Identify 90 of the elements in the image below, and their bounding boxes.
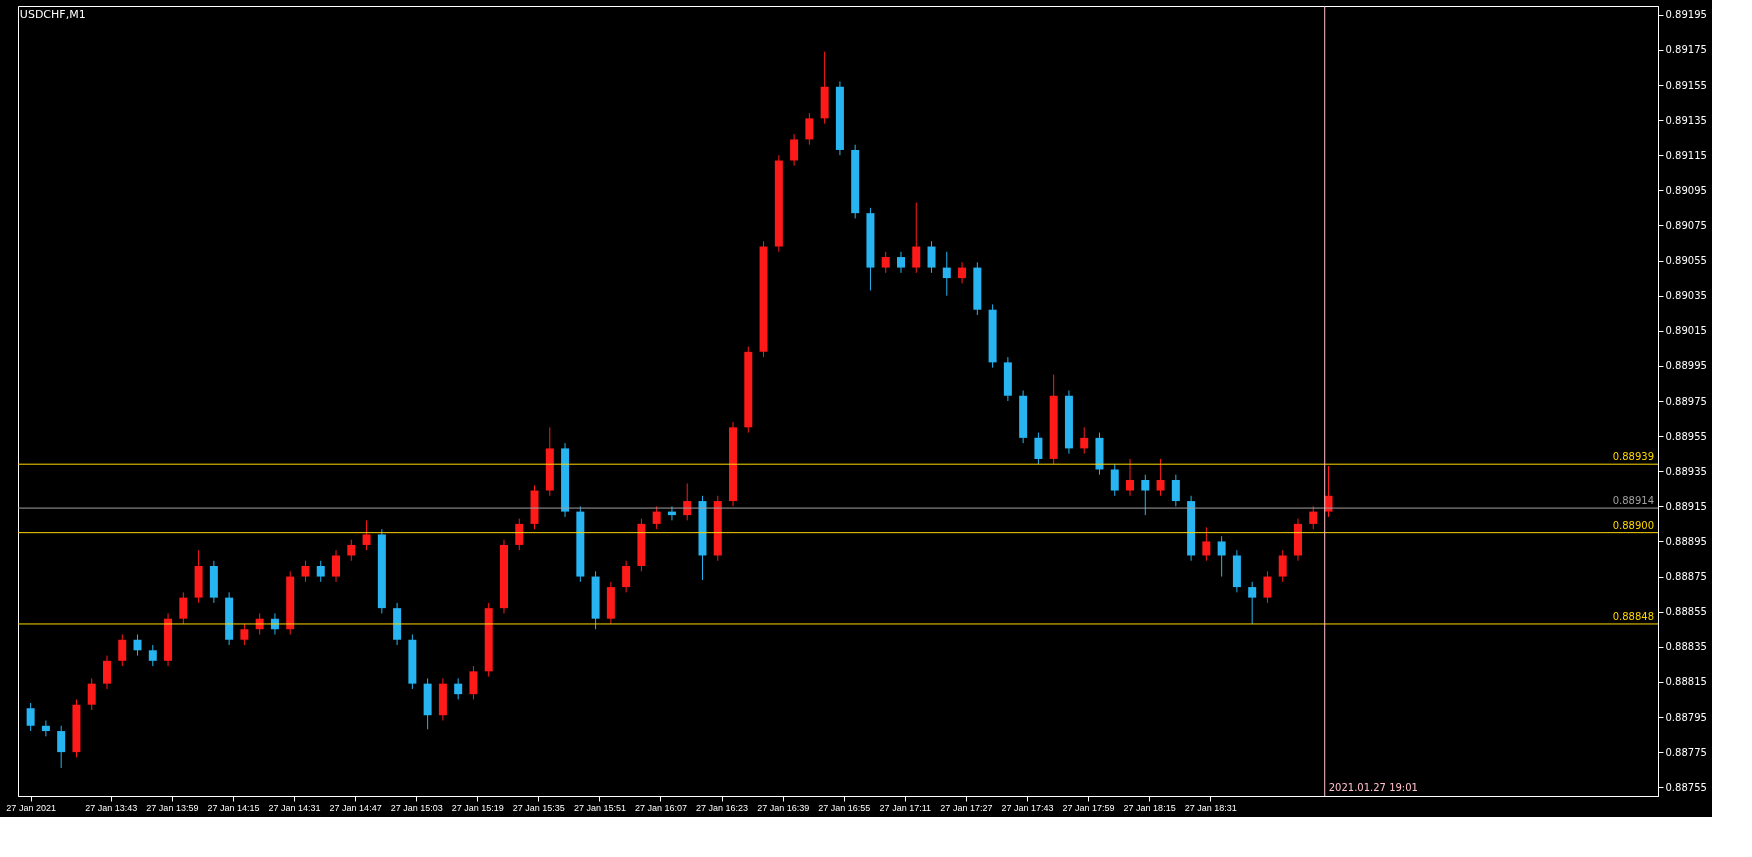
- x-tick-label: 27 Jan 14:47: [329, 802, 382, 813]
- y-tick-label: 0.88795: [1665, 711, 1707, 723]
- candlestick: [1202, 526, 1211, 562]
- y-tick-label: 0.88875: [1665, 571, 1707, 583]
- y-tick-label: 0.88775: [1665, 746, 1707, 758]
- candlestick: [1141, 474, 1150, 516]
- ref-line-label: 0.88848: [1612, 610, 1654, 622]
- x-tick-label: 27 Jan 16:07: [634, 802, 688, 813]
- x-tick-label: 27 Jan 17:43: [1001, 802, 1054, 813]
- x-tick-label: 27 Jan 14:15: [207, 802, 260, 813]
- candlestick: [1309, 505, 1318, 530]
- candlestick: [332, 549, 341, 583]
- ref-line-label: 0.88939: [1612, 451, 1654, 463]
- candlestick: [790, 133, 799, 167]
- candlestick: [1126, 458, 1135, 497]
- y-tick-label: 0.89175: [1665, 44, 1707, 56]
- y-tick-label: 0.88895: [1665, 535, 1707, 547]
- y-tick-label: 0.89035: [1665, 290, 1707, 302]
- y-tick-label: 0.89075: [1665, 219, 1707, 231]
- y-tick-label: 0.88815: [1665, 676, 1707, 688]
- x-tick-label: 27 Jan 15:51: [573, 802, 626, 813]
- candlestick: [102, 655, 111, 690]
- x-tick-label: 27 Jan 15:19: [451, 802, 504, 813]
- candlestick: [1110, 463, 1119, 497]
- y-tick-label: 0.88975: [1665, 395, 1707, 407]
- y-tick-label: 0.88935: [1665, 465, 1707, 477]
- x-tick-label: 27 Jan 16:39: [757, 802, 810, 813]
- candlestick: [1034, 432, 1043, 465]
- y-tick-label: 0.89155: [1665, 79, 1707, 91]
- candlestick: [316, 560, 325, 583]
- y-tick-label: 0.89015: [1665, 325, 1707, 337]
- x-tick-label: 27 Jan 14:31: [268, 802, 321, 813]
- candlestick: [469, 665, 478, 700]
- x-tick-label: 27 Jan 13:43: [85, 802, 138, 813]
- candlestick: [362, 519, 371, 551]
- candlestick: [1248, 581, 1257, 625]
- y-tick-label: 0.88915: [1665, 500, 1707, 512]
- candlestick: [1171, 474, 1180, 507]
- candlestick: [1217, 535, 1226, 578]
- y-tick-label: 0.88955: [1665, 430, 1707, 442]
- chart-title: USDCHF,M1: [19, 7, 86, 21]
- y-tick-label: 0.88995: [1665, 360, 1707, 372]
- x-tick-label: 27 Jan 16:23: [696, 802, 749, 813]
- x-tick-label: 27 Jan 2021: [6, 802, 56, 813]
- x-tick-label: 27 Jan 18:15: [1123, 802, 1176, 813]
- x-tick-label: 27 Jan 16:55: [818, 802, 871, 813]
- candlestick: [26, 702, 35, 732]
- candlestick: [1156, 458, 1165, 497]
- candlestick: [927, 240, 936, 274]
- candlestick: [148, 644, 157, 667]
- candlestick: [133, 633, 142, 657]
- ref-line-label: 2021.01.27 19:01: [1328, 782, 1418, 793]
- y-tick-label: 0.88835: [1665, 641, 1707, 653]
- y-tick-label: 0.88755: [1665, 781, 1707, 793]
- ref-line-label: 0.88914: [1612, 495, 1654, 507]
- candlestick: [912, 202, 921, 274]
- candlestick: [805, 112, 814, 146]
- candlestick: [622, 560, 631, 593]
- candlestick: [301, 560, 310, 583]
- x-tick-label: 27 Jan 17:27: [940, 802, 993, 813]
- y-tick-label: 0.88855: [1665, 606, 1707, 618]
- y-tick-label: 0.89095: [1665, 184, 1707, 196]
- x-tick-label: 27 Jan 13:59: [146, 802, 199, 813]
- candlestick: [652, 505, 661, 530]
- candlestick: [896, 251, 905, 274]
- candlestick: [1080, 426, 1089, 455]
- y-tick-label: 0.89195: [1665, 9, 1707, 21]
- candlestick: [240, 623, 249, 646]
- x-tick-label: 27 Jan 15:35: [512, 802, 565, 813]
- x-tick-label: 27 Jan 17:59: [1062, 802, 1115, 813]
- candlestick: [958, 261, 967, 284]
- candlestick: [41, 720, 50, 737]
- y-tick-label: 0.89135: [1665, 114, 1707, 126]
- candlestick: [347, 539, 356, 562]
- x-tick-label: 27 Jan 17:11: [879, 802, 931, 813]
- candlestick: [179, 591, 188, 625]
- candlestick: [1263, 570, 1272, 604]
- candlestick: [1278, 549, 1287, 583]
- candlestick: [57, 725, 66, 769]
- x-tick-label: 27 Jan 15:03: [390, 802, 443, 813]
- y-tick-label: 0.89055: [1665, 255, 1707, 267]
- candlestick: [118, 633, 127, 667]
- y-tick-label: 0.89115: [1665, 149, 1707, 161]
- candlestick: [87, 677, 96, 711]
- ref-line-label: 0.88900: [1612, 519, 1654, 531]
- candlestick: [881, 251, 890, 274]
- candlestick: [454, 677, 463, 700]
- x-tick-label: 27 Jan 18:31: [1184, 802, 1237, 813]
- candlestick: [515, 518, 524, 551]
- candlestick: [942, 251, 951, 297]
